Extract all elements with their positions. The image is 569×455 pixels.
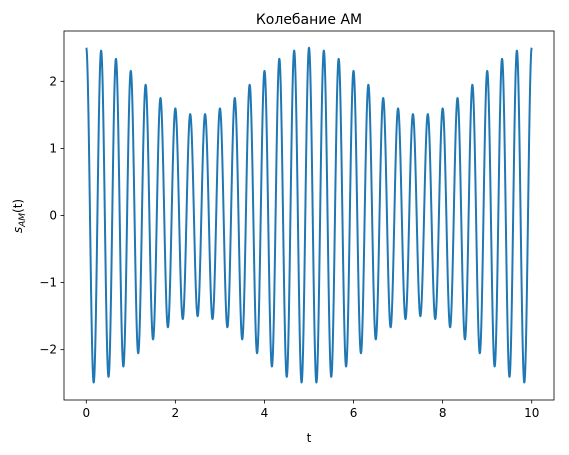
y-tick-label: 0 <box>49 209 57 223</box>
y-axis: −2 −1 0 1 2 <box>39 74 64 357</box>
x-tick-label: 10 <box>524 406 539 420</box>
y-tick-label: 1 <box>49 141 57 155</box>
y-tick-label: 2 <box>49 74 57 88</box>
x-tick-label: 0 <box>82 406 90 420</box>
y-tick-label: −2 <box>39 343 57 357</box>
x-tick-label: 2 <box>172 406 180 420</box>
y-axis-label: sAM(t) <box>11 199 28 233</box>
x-tick-label: 8 <box>439 406 447 420</box>
x-tick-label: 4 <box>261 406 269 420</box>
x-axis: 0 2 4 6 8 10 <box>82 400 539 420</box>
y-axis-label-symbol: s <box>11 227 25 233</box>
chart-title: Колебание AM <box>256 12 362 28</box>
y-axis-label-subscript: AM <box>18 213 28 228</box>
y-axis-label-suffix: (t) <box>11 199 25 213</box>
series-line <box>85 46 533 384</box>
plot-area <box>63 30 555 401</box>
series-layer <box>85 46 533 384</box>
y-tick-label: −1 <box>39 276 57 290</box>
x-tick-label: 6 <box>350 406 358 420</box>
x-axis-label: t <box>307 431 312 445</box>
